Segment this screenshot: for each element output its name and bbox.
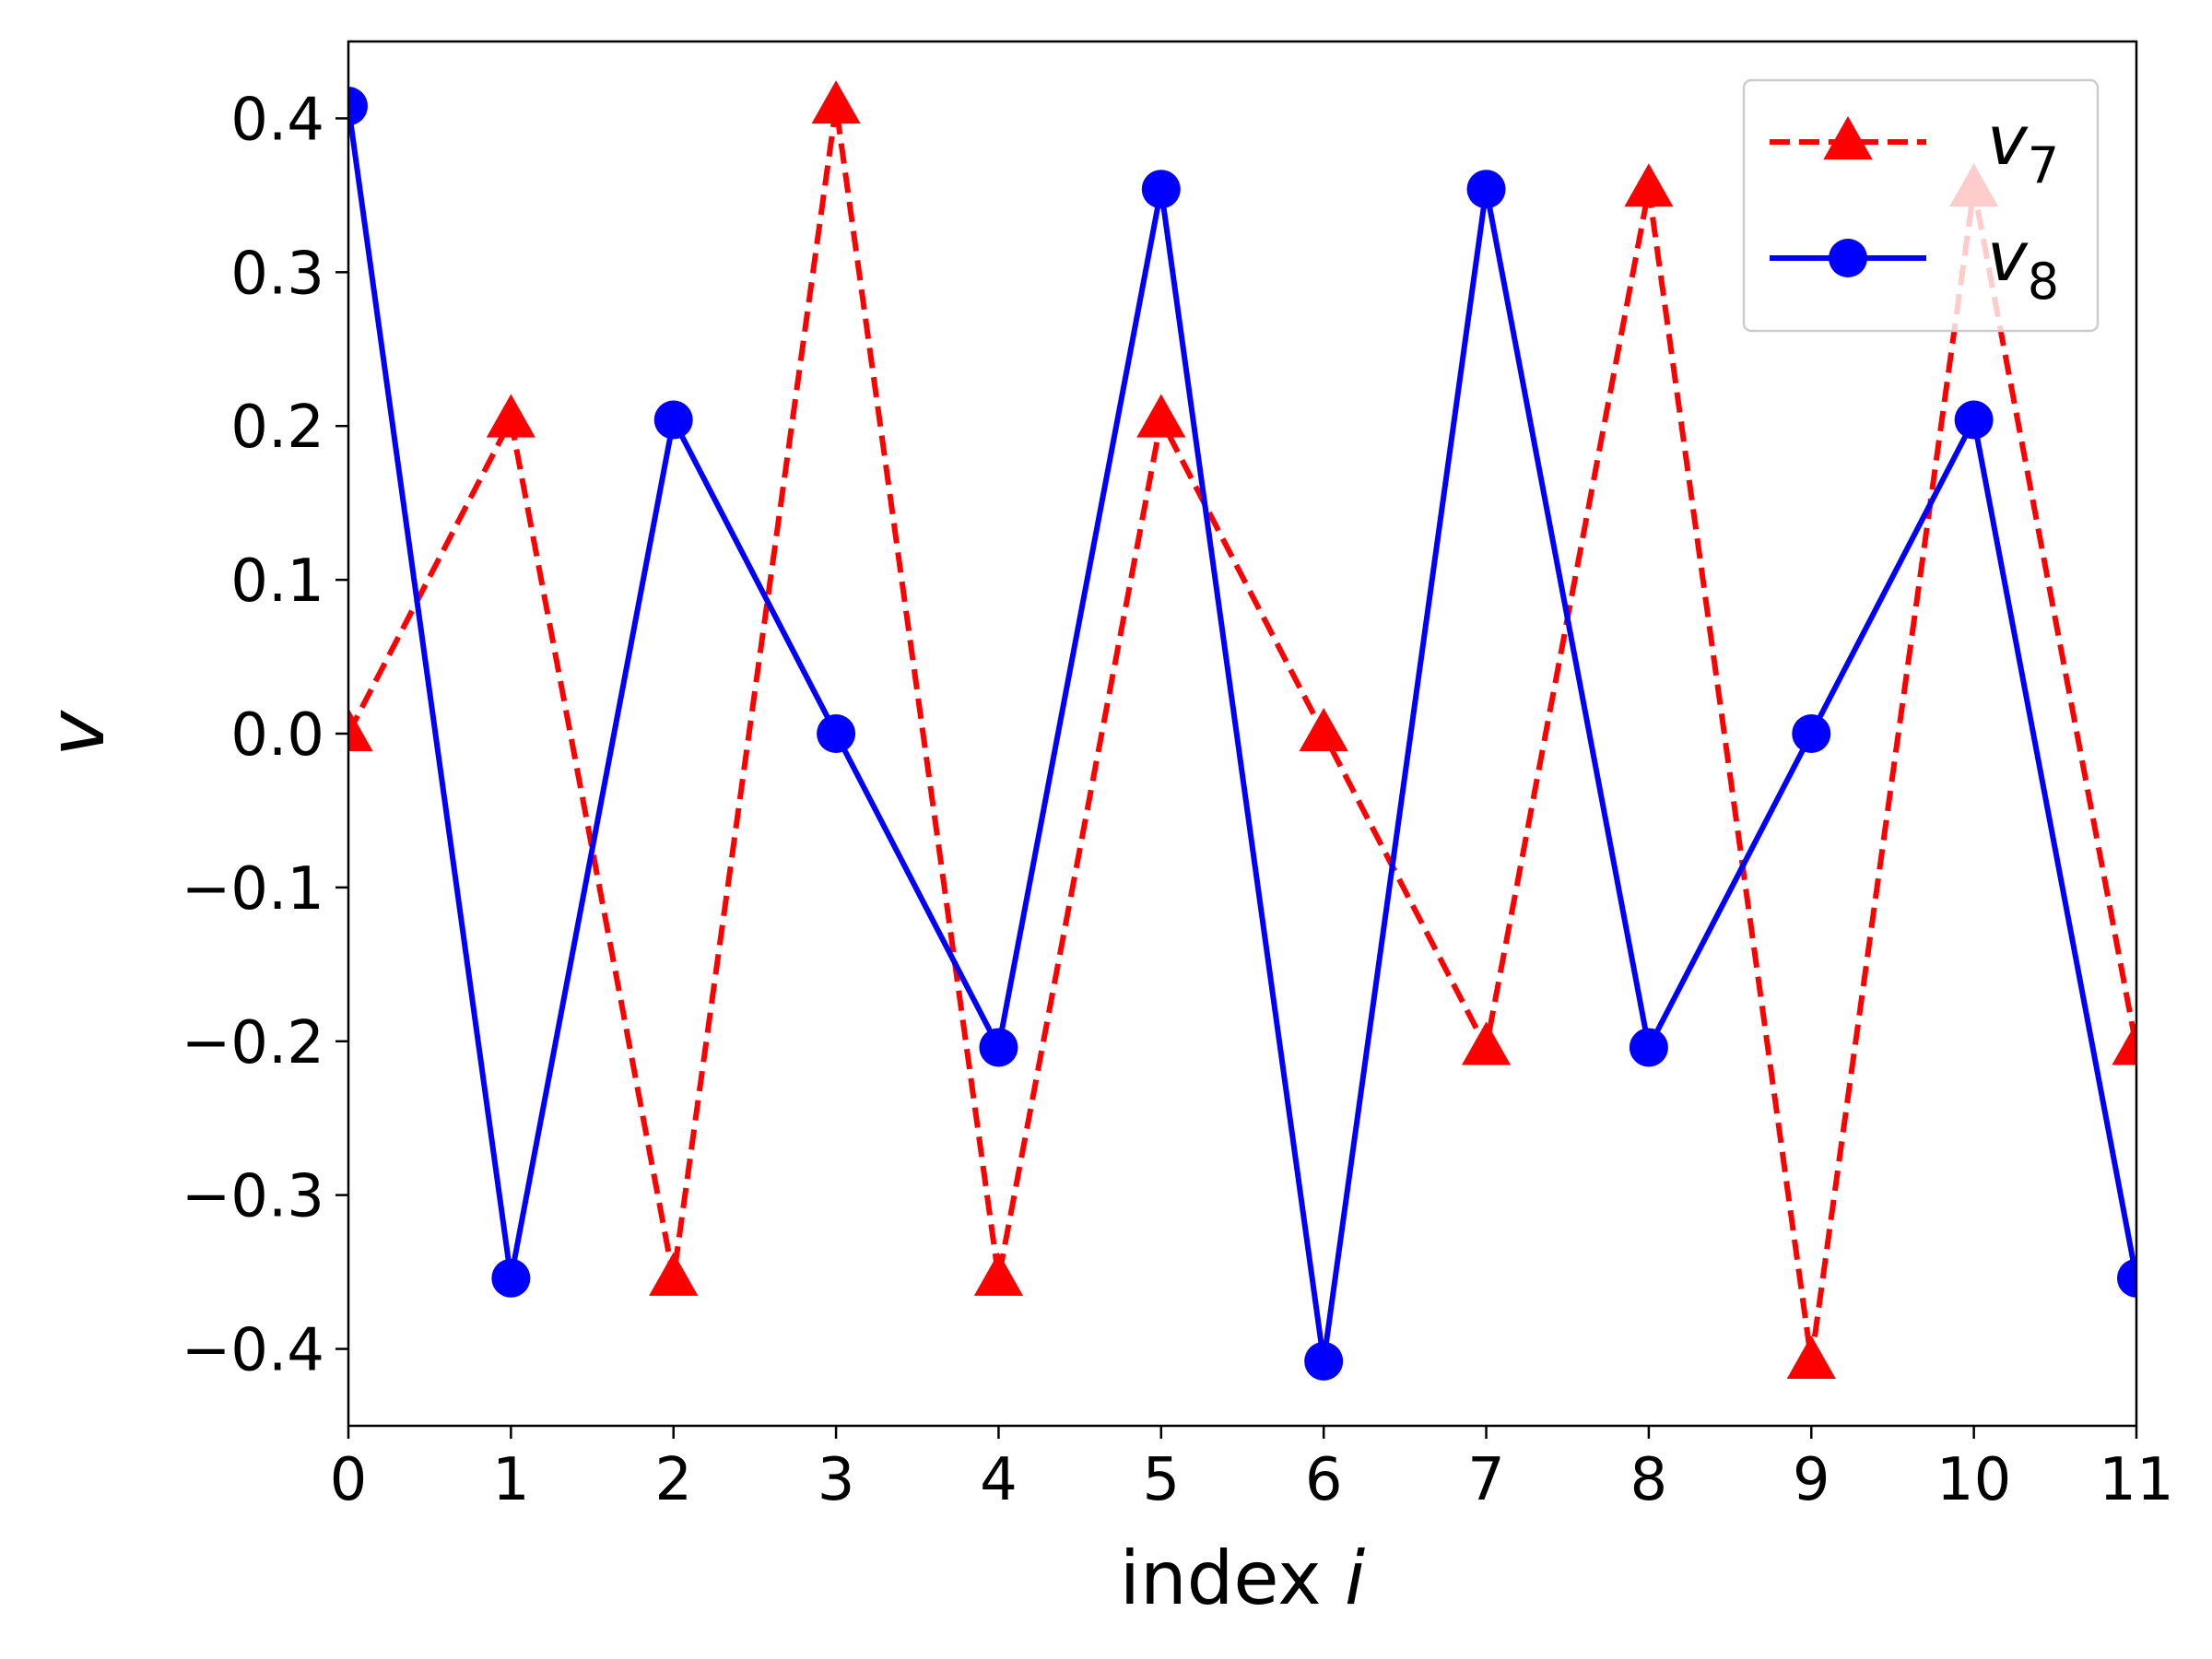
data-point-triangle bbox=[973, 1252, 1024, 1296]
data-point-circle bbox=[1466, 170, 1506, 209]
series-line bbox=[348, 103, 2136, 1364]
x-tick-label: 4 bbox=[980, 1446, 1018, 1514]
data-point-circle bbox=[817, 714, 856, 753]
data-point-triangle bbox=[1461, 1021, 1512, 1065]
series-line bbox=[348, 105, 2136, 1364]
data-point-triangle bbox=[1786, 1335, 1836, 1379]
data-point-triangle bbox=[811, 80, 861, 124]
x-tick-label: 7 bbox=[1467, 1446, 1505, 1514]
y-tick-label: −0.3 bbox=[182, 1163, 324, 1231]
legend-entry: v7 bbox=[1770, 101, 2059, 194]
series-v8 bbox=[348, 87, 2136, 1381]
y-tick-label: 0.3 bbox=[230, 240, 324, 308]
legend-label: v8 bbox=[1987, 218, 2059, 311]
x-tick-label: 5 bbox=[1142, 1446, 1180, 1514]
x-axis-label: index i bbox=[1120, 1535, 1366, 1621]
data-point-circle bbox=[979, 1028, 1018, 1067]
data-point-triangle bbox=[348, 708, 373, 752]
y-tick-label: −0.4 bbox=[182, 1317, 324, 1385]
x-tick-label: 0 bbox=[330, 1446, 368, 1514]
data-point-triangle bbox=[1136, 394, 1186, 438]
data-point-triangle bbox=[1624, 163, 1674, 207]
x-tick-label: 9 bbox=[1793, 1446, 1830, 1514]
y-tick-label: 0.2 bbox=[230, 394, 324, 462]
x-tick-label: 11 bbox=[2099, 1446, 2173, 1514]
y-tick-label: −0.1 bbox=[182, 855, 324, 924]
y-tick-label: 0.1 bbox=[230, 547, 324, 616]
data-point-circle bbox=[1141, 170, 1181, 209]
x-tick-label: 3 bbox=[818, 1446, 855, 1514]
data-point-circle bbox=[1629, 1028, 1668, 1067]
data-point-circle bbox=[348, 87, 368, 126]
y-axis: 0.4 0.3 0.2 0.1 0.0 −0.1 −0.2 −0.3 −0.4 bbox=[182, 86, 348, 1385]
data-point-circle bbox=[1304, 1341, 1344, 1381]
y-tick-label: 0.0 bbox=[230, 701, 324, 770]
data-point-triangle bbox=[1299, 708, 1348, 752]
x-axis-label-variable: i bbox=[1345, 1535, 1365, 1621]
data-point-triangle bbox=[649, 1252, 699, 1296]
x-tick-label: 2 bbox=[654, 1446, 692, 1514]
x-tick-label: 1 bbox=[492, 1446, 530, 1514]
data-point-circle bbox=[2117, 1258, 2136, 1298]
y-tick-label: −0.2 bbox=[182, 1009, 324, 1077]
data-point-circle bbox=[653, 400, 693, 440]
x-tick-label: 8 bbox=[1630, 1446, 1668, 1514]
legend-marker-triangle bbox=[1823, 116, 1873, 160]
y-tick-label: 0.4 bbox=[230, 86, 324, 154]
legend-entry: v8 bbox=[1770, 218, 2059, 311]
x-axis: 0 1 2 3 4 5 6 7 8 9 10 11 bbox=[330, 1426, 2174, 1514]
legend-marker-circle bbox=[1829, 239, 1867, 277]
x-tick-label: 10 bbox=[1936, 1446, 2011, 1514]
data-point-circle bbox=[1954, 400, 1994, 440]
data-point-triangle bbox=[486, 394, 535, 438]
data-point-circle bbox=[491, 1258, 531, 1298]
legend-label: v7 bbox=[1987, 101, 2059, 194]
data-point-triangle bbox=[2112, 1021, 2136, 1065]
x-tick-label: 6 bbox=[1305, 1446, 1343, 1514]
y-axis-label: v bbox=[31, 710, 122, 757]
data-point-circle bbox=[1792, 714, 1831, 753]
x-axis-label-text: index bbox=[1120, 1535, 1322, 1621]
